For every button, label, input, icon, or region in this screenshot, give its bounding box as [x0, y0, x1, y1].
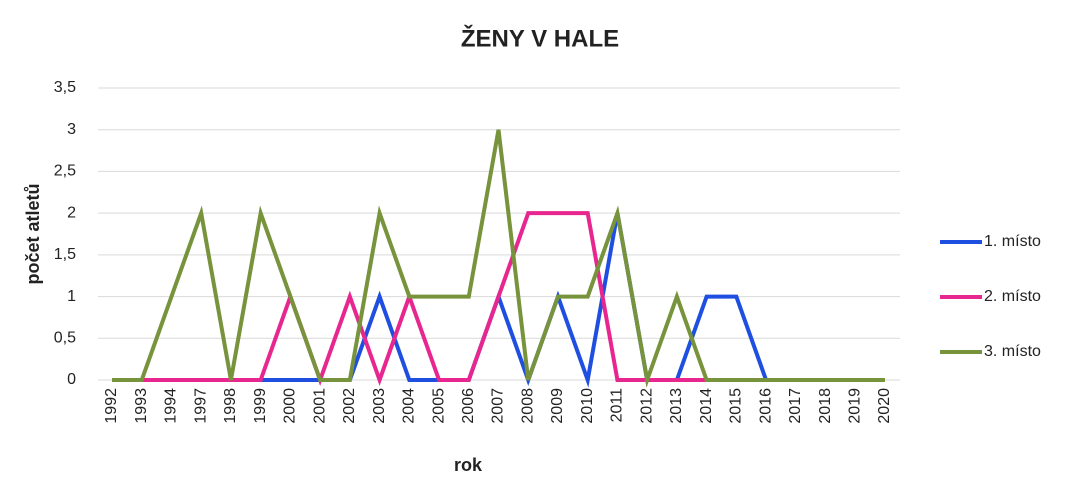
- legend-label: 1. místo: [984, 233, 1041, 250]
- y-tick-label: 0,5: [54, 330, 76, 347]
- x-tick-label: 2005: [430, 388, 447, 424]
- x-tick-label: 2001: [311, 388, 328, 424]
- x-tick-label: 2007: [490, 388, 507, 424]
- x-tick-label: 2008: [519, 388, 536, 424]
- y-tick-label: 2: [67, 204, 76, 221]
- x-tick-label: 2019: [846, 388, 863, 424]
- y-axis-label: počet atletů: [23, 183, 43, 284]
- chart-title: ŽENY V HALE: [461, 24, 619, 52]
- y-tick-label: 0: [67, 371, 76, 388]
- y-tick-label: 3: [67, 121, 76, 138]
- line-series: [112, 129, 885, 388]
- x-tick-label: 2020: [876, 388, 893, 424]
- x-tick-label: 2004: [401, 388, 418, 424]
- x-tick-label: 2013: [668, 388, 685, 424]
- x-tick-label: 2006: [460, 388, 477, 424]
- x-tick-label: 1994: [163, 388, 180, 424]
- x-tick-label: 1993: [133, 388, 150, 424]
- x-tick-label: 2002: [341, 388, 358, 424]
- y-tick-label: 3,5: [54, 79, 76, 96]
- x-tick-label: 2009: [549, 388, 566, 424]
- x-tick-label: 2000: [282, 388, 299, 424]
- x-tick-label: 1998: [222, 388, 239, 424]
- x-tick-label: 2015: [728, 388, 745, 424]
- legend-label: 3. místo: [984, 343, 1041, 360]
- x-tick-label: 2010: [579, 388, 596, 424]
- legend-label: 2. místo: [984, 288, 1041, 305]
- y-tick-label: 2,5: [54, 163, 76, 180]
- y-tick-label: 1: [67, 288, 76, 305]
- x-tick-label: 2017: [787, 388, 804, 424]
- x-tick-label: 2018: [817, 388, 834, 424]
- x-tick-label: 2011: [609, 388, 626, 423]
- x-tick-label: 2012: [638, 388, 655, 424]
- x-tick-label: 2003: [371, 388, 388, 424]
- x-tick-label: 2014: [698, 388, 715, 424]
- x-tick-label: 2016: [757, 388, 774, 424]
- x-tick-label: 1992: [103, 388, 120, 424]
- x-tick-label: 1999: [252, 388, 269, 424]
- x-axis-label: rok: [454, 455, 483, 475]
- x-tick-label: 1997: [192, 388, 209, 424]
- y-tick-label: 1,5: [54, 246, 76, 263]
